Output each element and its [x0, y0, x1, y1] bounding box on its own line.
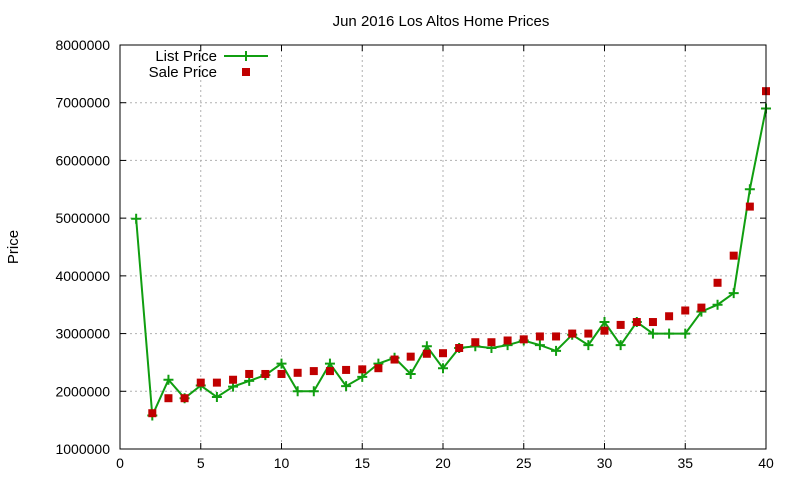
list-price-point: [728, 288, 739, 299]
list-price-point: [292, 386, 303, 397]
list-price-point: [357, 371, 368, 382]
x-tick-label: 0: [116, 455, 124, 471]
x-tick-label: 10: [274, 455, 290, 471]
sale-price-point: [616, 320, 625, 329]
list-price-point: [438, 363, 448, 374]
legend-label-sale-price: Sale Price: [149, 64, 217, 81]
sale-price-point: [390, 355, 399, 364]
sale-price-point: [342, 365, 351, 374]
list-price-point: [583, 340, 594, 351]
y-axis-label: Price: [5, 230, 22, 264]
sale-price-point: [148, 409, 157, 418]
x-tick-label: 5: [197, 455, 205, 471]
plot-frame: [119, 44, 767, 450]
sale-price-point: [293, 368, 302, 377]
list-price-point: [744, 184, 755, 195]
sale-price-point: [277, 369, 286, 378]
sale-price-point: [745, 202, 754, 211]
legend: List Price Sale Price: [149, 48, 268, 81]
sale-price-point: [261, 369, 270, 378]
list-price-point: [664, 328, 675, 339]
list-price-point: [615, 340, 626, 351]
list-price-point: [131, 213, 142, 224]
list-price-point: [712, 299, 723, 310]
sale-price-point: [584, 329, 593, 338]
list-price-series: [131, 103, 771, 421]
sale-price-point: [681, 306, 690, 315]
y-tick-label: 8000000: [55, 37, 110, 53]
y-tick-label: 5000000: [55, 210, 110, 226]
list-price-point: [211, 392, 222, 403]
sale-price-point: [229, 375, 238, 384]
list-price-line: [135, 108, 767, 420]
y-tick-label: 1000000: [55, 441, 110, 457]
legend-label-list-price: List Price: [155, 48, 217, 65]
sale-price-point: [600, 326, 609, 335]
sale-price-point: [422, 349, 431, 358]
sale-price-point: [503, 336, 512, 345]
legend-marker-sale-price: [242, 68, 250, 76]
sale-price-point: [697, 303, 706, 312]
sale-price-point: [519, 335, 528, 344]
axis-ticks: 0 5 10 15 20 25 30 35 40 1000000 2000000 3000000 400…: [55, 37, 774, 471]
sale-price-point: [325, 367, 334, 376]
legend-marker-list-price: [241, 51, 251, 61]
y-tick-label: 2000000: [55, 383, 110, 399]
sale-price-series: [148, 87, 770, 418]
list-price-point: [163, 374, 174, 385]
sale-price-point: [406, 352, 415, 361]
grid: [120, 45, 766, 449]
list-price-point: [405, 368, 416, 379]
sale-price-point: [648, 318, 657, 327]
list-price-point: [534, 340, 545, 351]
sale-price-point: [471, 338, 480, 347]
list-price-point: [680, 328, 691, 339]
sale-price-point: [180, 394, 189, 403]
x-tick-label: 30: [597, 455, 613, 471]
sale-price-point: [455, 344, 464, 352]
list-price-point: [324, 358, 335, 369]
sale-price-point: [439, 349, 447, 358]
sale-price-point: [487, 338, 496, 347]
x-tick-label: 15: [354, 455, 370, 471]
x-tick-label: 20: [435, 455, 451, 471]
sale-price-point: [212, 378, 221, 387]
sale-price-point: [164, 394, 173, 403]
chart-title: Jun 2016 Los Altos Home Prices: [333, 13, 550, 30]
y-tick-label: 6000000: [55, 152, 110, 168]
sale-price-point: [713, 278, 722, 287]
sale-price-point: [632, 318, 641, 327]
y-tick-label: 3000000: [55, 326, 110, 342]
sale-price-point: [552, 332, 561, 341]
x-tick-label: 25: [516, 455, 532, 471]
y-tick-label: 4000000: [55, 268, 110, 284]
sale-price-point: [568, 329, 577, 338]
list-price-point: [341, 381, 352, 392]
sale-price-point: [358, 365, 367, 374]
sale-price-point: [665, 312, 674, 321]
x-tick-label: 35: [677, 455, 693, 471]
sale-price-point: [245, 369, 254, 378]
sale-price-point: [535, 332, 544, 341]
list-price-point: [421, 341, 432, 352]
sale-price-point: [729, 251, 738, 260]
sale-price-point: [309, 367, 318, 376]
list-price-point: [276, 358, 287, 369]
list-price-point: [308, 386, 319, 397]
y-tick-label: 7000000: [55, 95, 110, 111]
list-price-point: [647, 328, 658, 339]
x-tick-label: 40: [758, 455, 774, 471]
list-price-point: [551, 345, 562, 356]
sale-price-point: [374, 364, 383, 373]
list-price-point: [599, 317, 610, 328]
sale-price-point: [196, 378, 205, 387]
